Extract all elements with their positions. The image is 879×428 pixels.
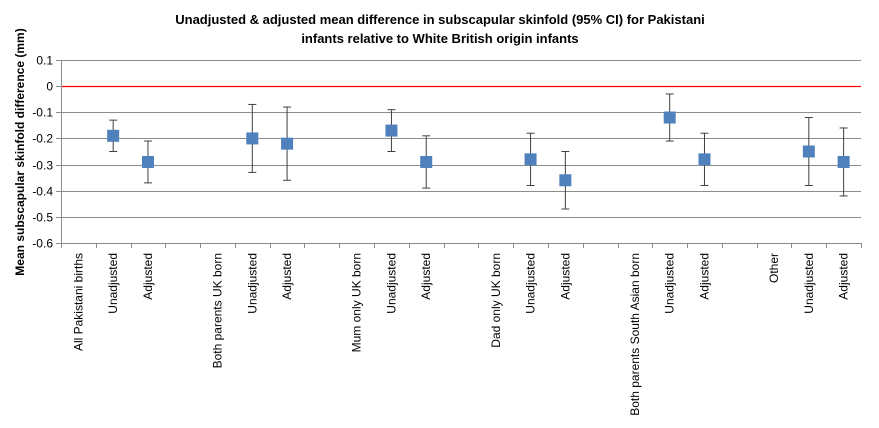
- x-tick-label-5: Unadjusted: [245, 253, 259, 314]
- data-point-2: [246, 132, 259, 145]
- y-tick-label-3: -0.2: [32, 132, 53, 146]
- x-tick-label-14: Adjusted: [558, 253, 572, 300]
- x-tick-label-16: Both parents South Asian born: [628, 253, 642, 416]
- y-tick-labels: 0.1 0 -0.1 -0.2 -0.3 -0.4 -0.5 -0.6: [32, 54, 53, 251]
- data-point-4: [385, 124, 398, 137]
- chart-title-line-1: Unadjusted & adjusted mean difference in…: [175, 12, 705, 27]
- x-tick-label-10: Adjusted: [419, 253, 433, 300]
- axes: [56, 60, 862, 248]
- data-point-7: [559, 174, 572, 187]
- x-tick-label-22: Adjusted: [837, 253, 851, 300]
- data-point-11: [837, 155, 850, 168]
- x-tick-labels: All Pakistani births Unadjusted Adjusted Bo…: [71, 253, 850, 416]
- x-tick-label-18: Adjusted: [697, 253, 711, 300]
- x-tick-label-4: Both parents UK born: [211, 253, 225, 368]
- data-point-1: [141, 155, 154, 168]
- data-point-10: [802, 145, 815, 158]
- x-tick-label-12: Dad only UK born: [489, 253, 503, 348]
- y-tick-label-2: -0.1: [32, 106, 53, 120]
- data-points: [107, 111, 850, 187]
- x-tick-label-8: Mum only UK born: [350, 253, 364, 352]
- x-tick-label-9: Unadjusted: [384, 253, 398, 314]
- x-tick-label-17: Unadjusted: [663, 253, 677, 314]
- chart-title-line-2: infants relative to White British origin…: [301, 31, 578, 46]
- data-point-5: [420, 155, 433, 168]
- y-axis-label: Mean subscapular skinfold difference (mm…: [13, 28, 27, 275]
- data-point-6: [524, 153, 537, 166]
- y-tick-label-0: 0.1: [36, 54, 53, 68]
- x-tick-label-2: Adjusted: [141, 253, 155, 300]
- y-tick-label-5: -0.4: [32, 185, 53, 199]
- x-tick-label-13: Unadjusted: [524, 253, 538, 314]
- y-tick-label-4: -0.3: [32, 159, 53, 173]
- x-tick-label-21: Unadjusted: [802, 253, 816, 314]
- x-tick-label-0: All Pakistani births: [71, 253, 85, 351]
- y-tick-label-6: -0.5: [32, 211, 53, 225]
- data-point-3: [281, 137, 294, 150]
- x-tick-label-6: Adjusted: [280, 253, 294, 300]
- grid-lines: [61, 60, 861, 244]
- x-tick-label-1: Unadjusted: [106, 253, 120, 314]
- y-tick-label-1: 0: [46, 80, 53, 94]
- y-tick-label-7: -0.6: [32, 237, 53, 251]
- data-point-0: [107, 129, 120, 142]
- data-point-8: [663, 111, 676, 124]
- data-point-9: [698, 153, 711, 166]
- x-tick-label-20: Other: [767, 253, 781, 283]
